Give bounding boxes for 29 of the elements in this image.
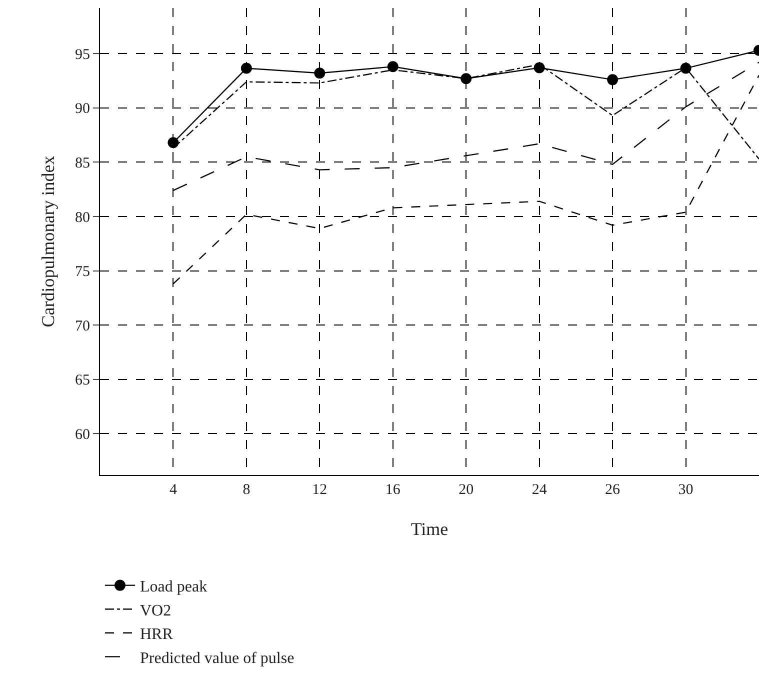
point [240,62,252,74]
y-tick-label: 80 [75,210,90,226]
point [607,74,618,86]
x-tick-label: 20 [458,482,474,498]
x-axis-title: Time [410,519,448,540]
legend-label: Predicted value of pulse [140,650,294,667]
x-tick-label: 26 [605,482,621,498]
point [387,61,398,72]
y-axis-title: Cardiopulmonary index [38,156,58,328]
y-tick-label: 65 [75,372,90,389]
x-tick-label: 24 [532,482,548,498]
y-tick-label: 70 [75,318,90,334]
y-tick-label: 75 [75,264,90,280]
point [680,62,692,74]
point [168,137,179,148]
y-tick-label: 90 [75,101,90,118]
y-tick-label: 60 [75,426,90,443]
legend-label: VO2 [140,602,172,620]
x-tick-label: 8 [242,482,250,498]
y-tick-label: 85 [75,155,90,172]
y-tick-label: 95 [75,46,90,63]
x-tick-label: 16 [385,482,401,498]
point [314,68,326,79]
x-tick-label: 30 [678,482,694,498]
legend-label: HRR [140,626,174,644]
x-tick-label: 12 [312,482,328,498]
legend-label: Load peak [140,578,208,596]
x-tick-label: 4 [169,482,178,498]
point [460,73,472,84]
